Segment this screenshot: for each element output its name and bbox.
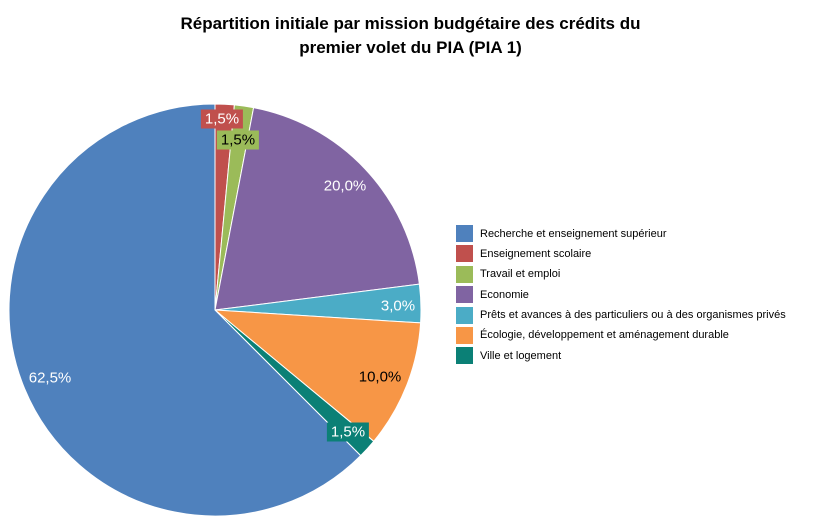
legend-label-recherche-enseignement-superieur: Recherche et enseignement supérieur bbox=[480, 227, 667, 240]
legend-label-prets-et-avances: Prêts et avances à des particuliers ou à… bbox=[480, 309, 786, 322]
legend-item-ecologie-developpement: Écologie, développement et aménagement d… bbox=[456, 326, 786, 344]
chart-title: Répartition initiale par mission budgéta… bbox=[0, 12, 821, 60]
legend-item-enseignement-scolaire: Enseignement scolaire bbox=[456, 245, 786, 263]
legend-item-travail-et-emploi: Travail et emploi bbox=[456, 265, 786, 283]
legend-label-ville-et-logement: Ville et logement bbox=[480, 349, 562, 362]
legend-label-enseignement-scolaire: Enseignement scolaire bbox=[480, 247, 592, 260]
slice-value-label-enseignement-scolaire: 1,5% bbox=[200, 109, 244, 129]
legend-swatch-enseignement-scolaire bbox=[456, 245, 473, 263]
legend-item-economie: Economie bbox=[456, 286, 786, 304]
pie-slice-recherche-enseignement-superieur bbox=[8, 103, 362, 517]
slice-value-label-ville-et-logement: 1,5% bbox=[326, 422, 370, 442]
slice-value-label-economie: 20,0% bbox=[323, 177, 367, 195]
legend-label-travail-et-emploi: Travail et emploi bbox=[480, 268, 561, 281]
legend-swatch-ville-et-logement bbox=[456, 347, 473, 365]
pie-slice-ecologie-developpement bbox=[214, 309, 422, 442]
legend-swatch-economie bbox=[456, 286, 473, 304]
legend-swatch-travail-et-emploi bbox=[456, 265, 473, 283]
slice-value-label-ecologie-developpement: 10,0% bbox=[358, 368, 402, 386]
legend-swatch-recherche-enseignement-superieur bbox=[456, 225, 473, 242]
pie-slice-economie bbox=[214, 107, 420, 311]
legend-swatch-ecologie-developpement bbox=[456, 326, 473, 344]
chart-title-line-1: Répartition initiale par mission budgéta… bbox=[180, 14, 641, 33]
slice-value-label-recherche-enseignement-superieur: 62,5% bbox=[28, 369, 72, 387]
legend-label-ecologie-developpement: Écologie, développement et aménagement d… bbox=[480, 329, 729, 342]
legend-swatch-prets-et-avances bbox=[456, 306, 473, 324]
legend: Recherche et enseignement supérieur Ensei… bbox=[456, 225, 786, 368]
chart-title-line-2: premier volet du PIA (PIA 1) bbox=[299, 38, 522, 57]
slice-value-label-travail-et-emploi: 1,5% bbox=[216, 130, 260, 150]
slice-value-label-prets-et-avances: 3,0% bbox=[380, 297, 416, 315]
legend-label-economie: Economie bbox=[480, 288, 529, 301]
legend-item-ville-et-logement: Ville et logement bbox=[456, 347, 786, 365]
legend-item-prets-et-avances: Prêts et avances à des particuliers ou à… bbox=[456, 306, 786, 324]
legend-item-recherche-enseignement-superieur: Recherche et enseignement supérieur bbox=[456, 225, 786, 242]
